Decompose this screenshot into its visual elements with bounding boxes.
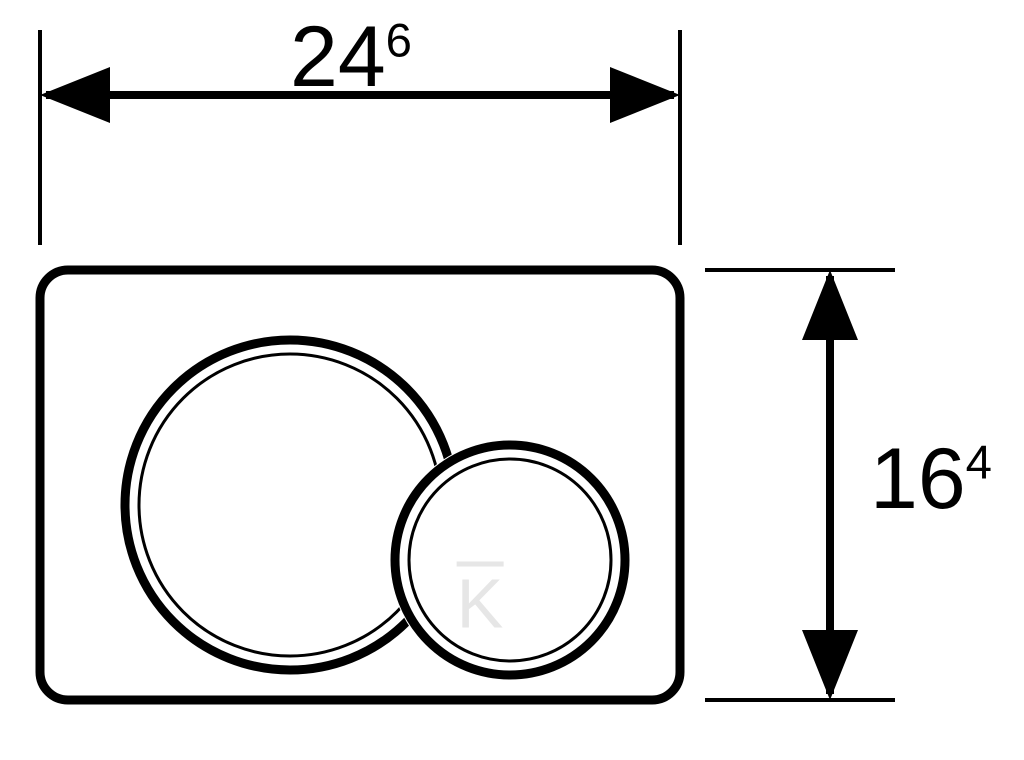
height-dimension-label: 164 [870,430,992,529]
width-dimension-label: 246 [290,8,412,107]
width-superscript: 6 [386,14,412,67]
width-value: 24 [290,9,386,105]
diagram-stage: 246 164 K [0,0,1024,760]
height-value: 16 [870,431,966,527]
height-superscript: 4 [966,436,992,489]
technical-drawing-svg [0,0,1024,760]
